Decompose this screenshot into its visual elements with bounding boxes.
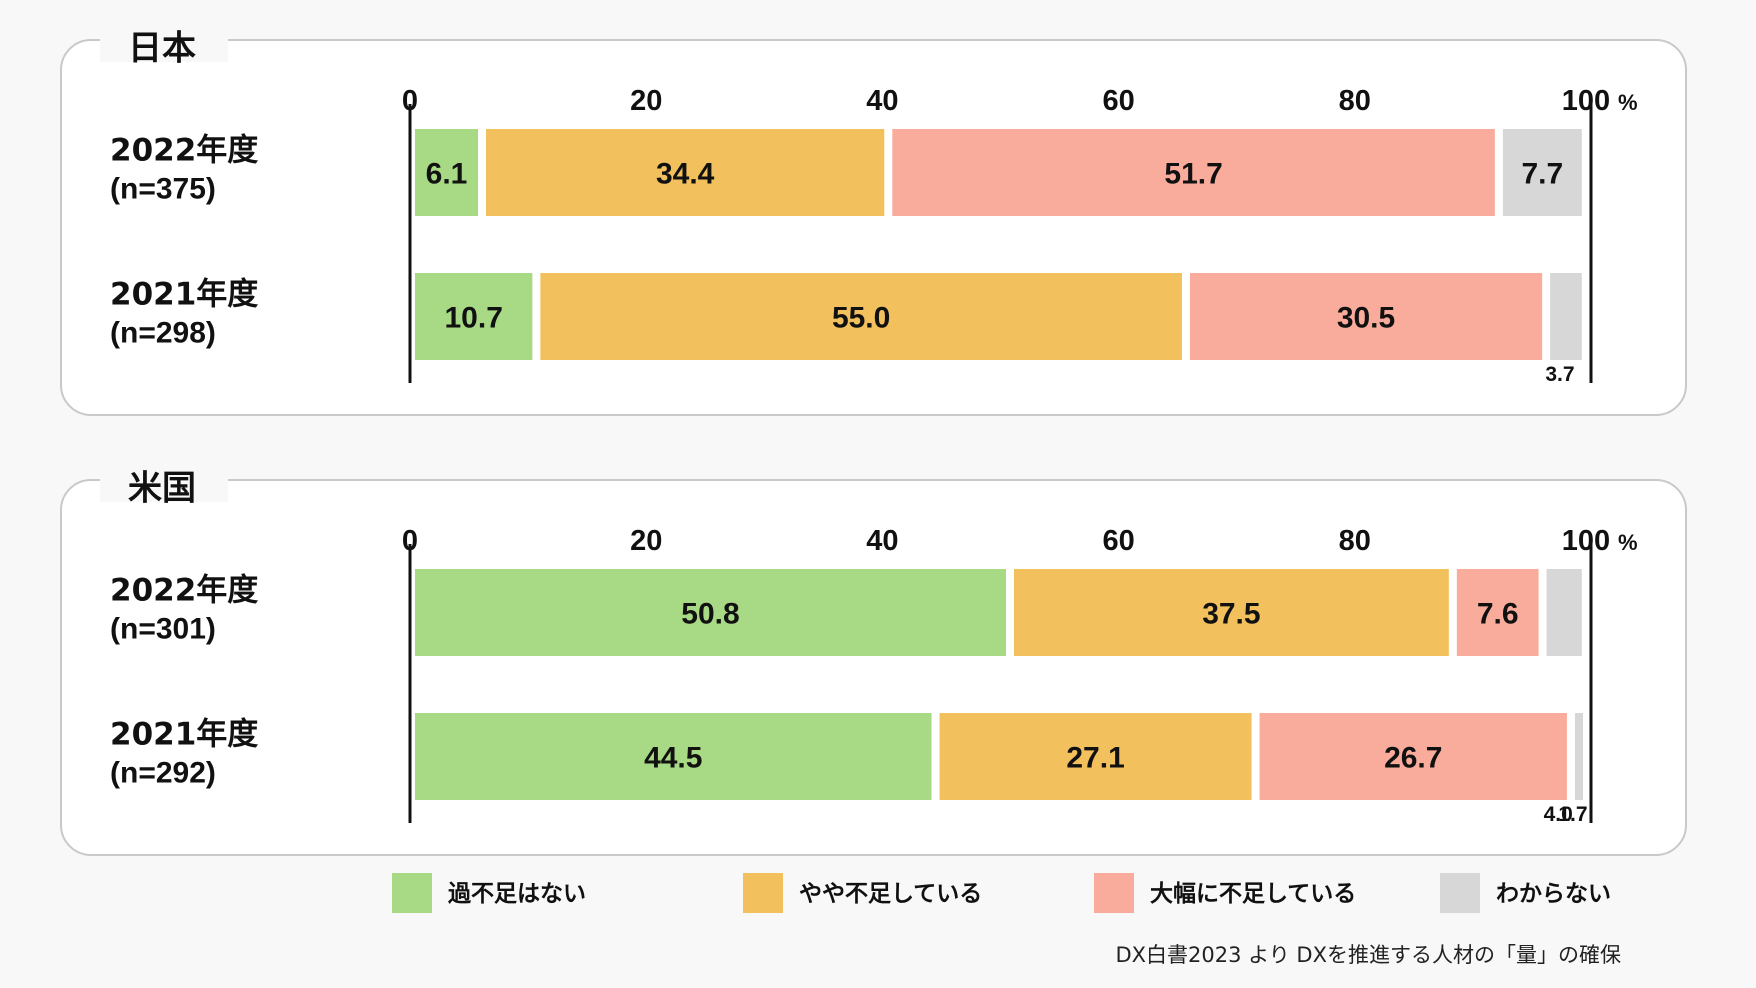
legend-swatch (743, 873, 783, 913)
x-tick-unit: % (1618, 530, 1638, 555)
legend-item: わからない (1496, 881, 1611, 907)
row-label: 2021年度 (110, 277, 258, 313)
panel-title-gap (100, 458, 228, 502)
x-tick-label: 60 (1102, 85, 1134, 117)
legend-swatch (392, 873, 432, 913)
x-tick-label: 100 (1562, 85, 1610, 117)
bar-segment (1502, 129, 1582, 216)
bar-segment (540, 273, 1182, 360)
legend-swatch (1094, 873, 1134, 913)
bar-segment (1456, 569, 1539, 656)
bar-segment (939, 713, 1252, 800)
bar-segment (1574, 713, 1583, 800)
source-caption: DX白書2023 より DXを推進する人材の「量」の確保 (1116, 943, 1622, 967)
x-tick-unit: % (1618, 90, 1638, 115)
row-label: 2022年度 (110, 133, 258, 169)
legend-item: 大幅に不足している (1150, 881, 1356, 907)
bar-segment (415, 569, 1006, 656)
panel-japan: 日本 0 20 40 60 80 100 % 2022年度 (n=375) 6.1 34.4 51.7 7… (60, 18, 1687, 416)
row-sample-size: (n=292) (110, 757, 216, 790)
bar-segment (1550, 273, 1582, 360)
legend: 過不足はない やや不足している 大幅に不足している わからない (392, 873, 1611, 913)
panel-title: 日本 (128, 29, 196, 69)
panel-usa: 米国 0 20 40 60 80 100 % 2022年度 (n=301) 50.8 37.5 7.6 4… (60, 458, 1687, 856)
legend-item: やや不足している (799, 881, 982, 907)
panel-title-gap (100, 18, 228, 62)
data-label: 1.7 (1558, 803, 1587, 826)
data-label: 37.5 (1202, 598, 1260, 631)
x-tick-label: 20 (630, 85, 662, 117)
data-label: 50.8 (681, 598, 739, 631)
x-tick-label: 20 (630, 525, 662, 557)
data-label: 3.7 (1545, 363, 1574, 386)
row-label: 2021年度 (110, 717, 258, 753)
data-label: 6.1 (426, 158, 468, 191)
bar-segment (415, 273, 533, 360)
bar-segment (486, 129, 885, 216)
row-label: 2022年度 (110, 573, 258, 609)
row-sample-size: (n=298) (110, 317, 216, 350)
bar-segment (415, 713, 932, 800)
data-label: 44.5 (644, 742, 702, 775)
data-label: 10.7 (444, 302, 502, 335)
data-label: 4.0 (1544, 803, 1573, 826)
data-label: 34.4 (656, 158, 715, 191)
x-tick-label: 80 (1339, 85, 1371, 117)
data-label: 30.5 (1337, 302, 1395, 335)
x-tick-label: 100 (1562, 525, 1610, 557)
row-sample-size: (n=301) (110, 613, 216, 646)
x-tick-label: 80 (1339, 525, 1371, 557)
x-tick-label: 60 (1102, 525, 1134, 557)
legend-item: 過不足はない (448, 880, 586, 907)
data-label: 51.7 (1164, 158, 1222, 191)
x-tick-label: 40 (866, 525, 898, 557)
bar-segment (1546, 569, 1582, 656)
bar-segment (1189, 273, 1543, 360)
x-tick-label: 0 (402, 525, 418, 557)
data-label: 7.7 (1521, 158, 1563, 191)
x-tick-label: 40 (866, 85, 898, 117)
data-label: 7.6 (1477, 598, 1519, 631)
bar-segment (1259, 713, 1567, 800)
data-label: 55.0 (832, 302, 890, 335)
panel-title: 米国 (128, 469, 196, 509)
bar-segment (415, 129, 479, 216)
legend-swatch (1440, 873, 1480, 913)
bar-segment (1013, 569, 1449, 656)
bar-segment (892, 129, 1495, 216)
x-tick-label: 0 (402, 85, 418, 117)
data-label: 27.1 (1066, 742, 1124, 775)
row-sample-size: (n=375) (110, 173, 216, 206)
data-label: 26.7 (1384, 742, 1442, 775)
